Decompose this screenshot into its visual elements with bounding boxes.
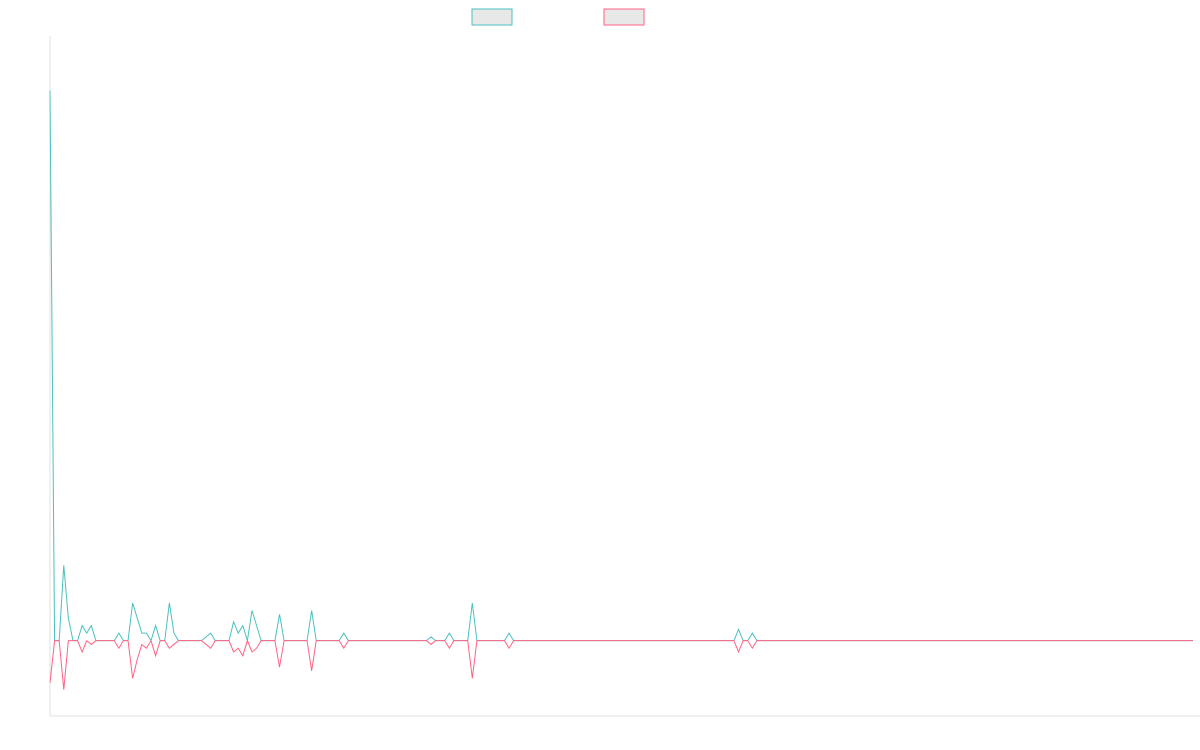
series-layer [49, 90, 1193, 690]
axes [49, 36, 1200, 717]
legend-swatch-series-2[interactable] [603, 8, 645, 26]
legend-swatch-series-1[interactable] [471, 8, 513, 26]
series-line-2 [49, 639, 1193, 690]
legend [471, 8, 645, 26]
series-line-1 [49, 90, 1193, 642]
